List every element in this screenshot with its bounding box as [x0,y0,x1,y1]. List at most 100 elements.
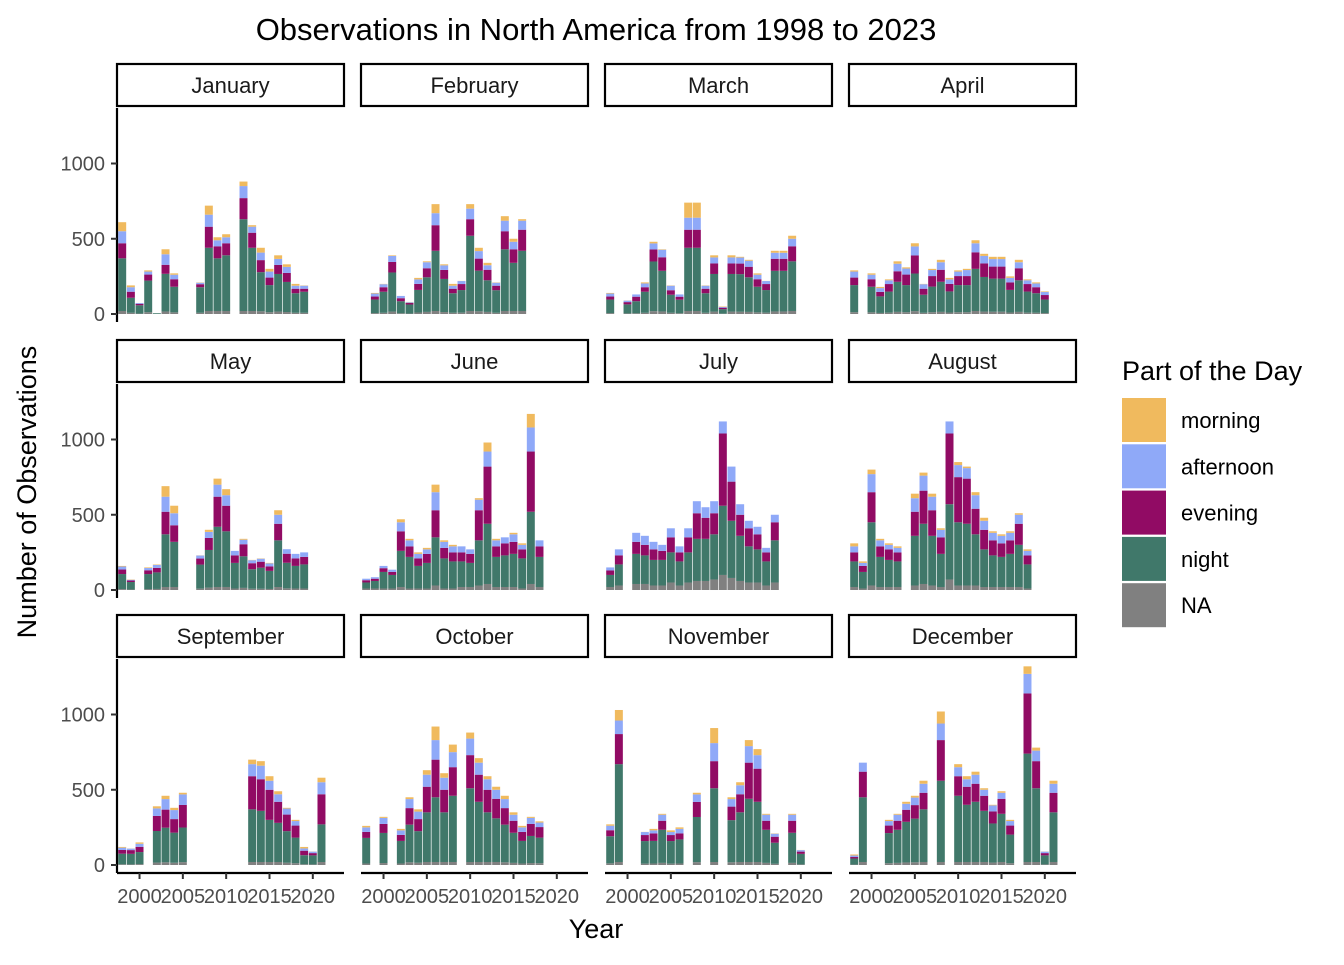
bar-evening-2004 [414,558,422,566]
bar-afternoon-1999 [127,849,135,851]
bar-night-2003 [162,274,170,312]
bar-evening-2003 [162,512,170,535]
bars [118,182,308,314]
bar-evening-1999 [859,772,867,798]
bar-afternoon-2003 [650,243,658,249]
bar-afternoon-2010 [954,465,962,477]
bar-evening-1998 [118,243,126,258]
bar-evening-2003 [894,271,902,282]
bar-night-2010 [466,236,474,311]
bar-night-2004 [414,831,422,863]
bar-night-1998 [850,561,858,587]
bar-na-2002 [641,584,649,590]
bar-evening-2003 [406,808,414,825]
bar-evening-2014 [989,540,997,555]
bar-morning-2017 [1015,260,1023,262]
bar-na-2006 [676,585,684,590]
bar-afternoon-2007 [928,497,936,511]
bar-afternoon-2010 [710,743,718,761]
bar-morning-2007 [928,494,936,497]
bar-night-1999 [859,797,867,862]
bar-morning-2012 [484,263,492,265]
bar-afternoon-2004 [902,804,910,810]
bar-afternoon-2003 [894,264,902,272]
bar-night-2017 [1015,545,1023,587]
bar-morning-2005 [423,770,431,775]
bar-na-2002 [397,864,405,866]
bar-morning-2020 [1041,291,1049,292]
x-tick-label: 2020 [535,886,580,908]
bar-evening-2011 [475,259,483,271]
facet-strip-label: September [177,624,285,649]
x-tick-label: 2000 [117,886,162,908]
bar-evening-2000 [380,287,388,292]
bar-evening-2010 [954,776,962,796]
bar-na-2014 [989,863,997,865]
bar-evening-2015 [510,542,518,554]
bar-afternoon-2008 [693,218,701,230]
bar-morning-2002 [641,282,649,283]
bar-evening-2014 [257,260,265,272]
bar-morning-2003 [162,796,170,799]
x-tick-label: 2015 [979,886,1024,908]
bar-night-2013 [248,809,256,862]
bar-morning-1999 [859,561,867,563]
bar-na-1998 [118,311,126,314]
bar-morning-2005 [179,793,187,795]
bar-night-2004 [902,285,910,312]
bar-evening-2010 [222,243,230,255]
bar-afternoon-2009 [458,546,466,552]
bar-night-2013 [736,812,744,862]
bar-na-2004 [658,863,666,865]
bar-morning-2000 [136,842,144,843]
bar-afternoon-2002 [885,545,893,550]
bar-night-2014 [257,272,265,311]
bar-afternoon-2001 [876,288,884,292]
bar-night-2000 [136,852,144,864]
bar-evening-1999 [127,850,135,854]
bar-na-2000 [624,313,632,314]
bar-evening-2009 [946,284,954,292]
bar-morning-2005 [911,494,919,499]
bar-morning-1998 [606,293,614,294]
bar-night-2002 [397,551,405,587]
bar-night-2014 [745,277,753,312]
bar-afternoon-2004 [414,812,422,820]
bar-na-2015 [754,582,762,590]
bar-night-2017 [283,831,291,863]
bar-evening-2008 [205,538,213,550]
bar-afternoon-2002 [641,283,649,287]
bar-afternoon-2003 [406,799,414,808]
y-tick-label: 1000 [61,430,106,452]
bar-evening-2012 [972,509,980,535]
bar-afternoon-1999 [615,549,623,555]
bar-na-2002 [885,587,893,590]
bar-na-2014 [501,311,509,314]
bar-na-2020 [1041,313,1049,314]
bar-night-2016 [1006,554,1014,587]
bar-morning-2005 [911,243,919,246]
bar-morning-2011 [475,498,483,500]
bar-na-2006 [920,862,928,865]
bar-morning-2011 [963,776,971,779]
bar-afternoon-2001 [632,294,640,296]
bar-evening-2013 [980,796,988,811]
bar-evening-2015 [510,249,518,263]
bar-evening-2004 [902,275,910,286]
bar-night-2010 [954,522,962,585]
facet-strip-label: December [912,624,1013,649]
bar-morning-2008 [937,260,945,262]
bar-afternoon-2018 [1024,280,1032,284]
bar-evening-2005 [667,835,675,841]
bar-afternoon-2006 [432,740,440,760]
bar-na-2009 [946,313,954,315]
bar-night-2009 [946,291,954,312]
bar-afternoon-2012 [484,265,492,270]
bar-na-2014 [257,589,265,590]
bar-evening-2003 [650,249,658,261]
bar-afternoon-1999 [371,294,379,297]
bar-morning-2008 [937,528,945,530]
bar-afternoon-2006 [920,784,928,793]
bars [850,240,1049,314]
